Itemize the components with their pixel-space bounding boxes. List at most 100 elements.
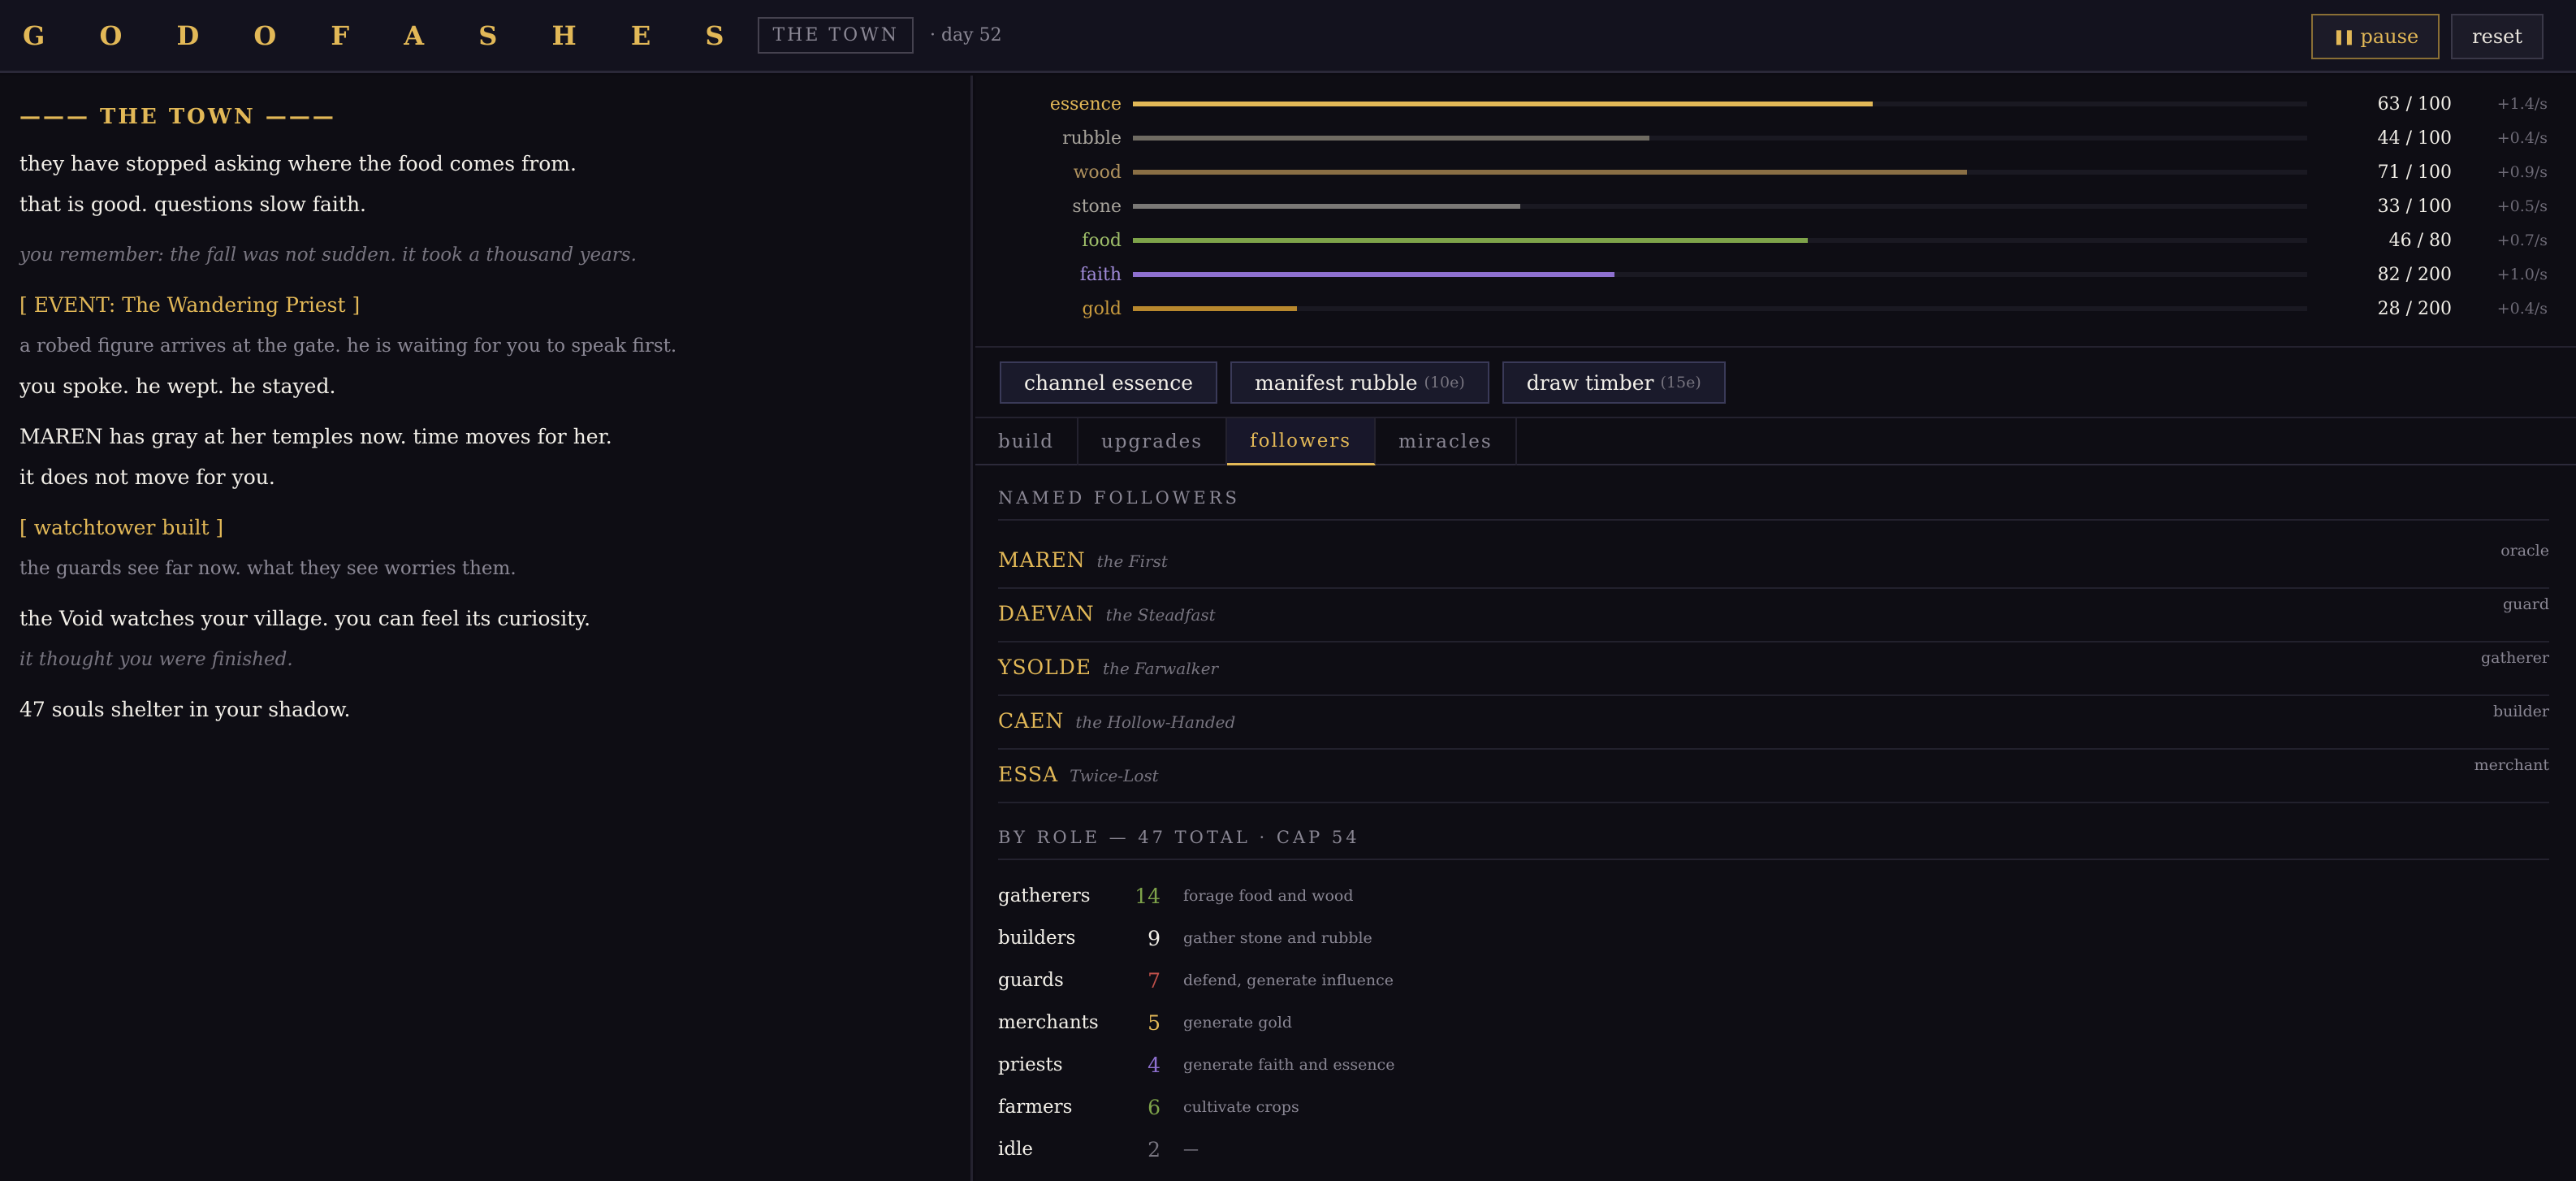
follower-row[interactable]: YSOLDE the Farwalker gatherer bbox=[998, 642, 2549, 696]
follower-epithet: the Farwalker bbox=[1103, 659, 1219, 678]
follower-role: merchant bbox=[2474, 756, 2549, 774]
role-row: idle 2 — bbox=[998, 1128, 2549, 1170]
day-counter: · day 52 bbox=[929, 25, 1002, 45]
pause-button[interactable]: ❚❚ pause bbox=[2311, 14, 2440, 59]
resource-rate: +0.9/s bbox=[2496, 163, 2548, 181]
role-name: builders bbox=[998, 928, 1076, 949]
management-panel: essence 63 / 100 +1.4/s rubble 44 / 100 … bbox=[975, 76, 2576, 1181]
tab-upgrades[interactable]: upgrades bbox=[1078, 418, 1228, 465]
log-line: it thought you were finished. bbox=[19, 649, 293, 670]
role-row: builders 9 gather stone and rubble bbox=[998, 917, 2549, 959]
resource-rate: +1.0/s bbox=[2496, 266, 2548, 283]
follower-role: oracle bbox=[2500, 542, 2549, 560]
resource-bar bbox=[1133, 102, 2307, 106]
action-label: manifest rubble bbox=[1255, 370, 1418, 395]
follower-role: gatherer bbox=[2480, 649, 2549, 667]
role-count: 2 bbox=[1148, 1137, 1160, 1162]
resource-bar-fill bbox=[1133, 272, 1614, 277]
follower-epithet: the First bbox=[1096, 552, 1168, 571]
follower-row[interactable]: CAEN the Hollow-Handed builder bbox=[998, 696, 2549, 750]
resource-rate: +0.5/s bbox=[2496, 197, 2548, 215]
role-count: 6 bbox=[1148, 1095, 1160, 1119]
pause-label: pause bbox=[2360, 25, 2419, 48]
draw-timber-button[interactable]: draw timber (15e) bbox=[1502, 361, 1726, 404]
role-row: priests 4 generate faith and essence bbox=[998, 1044, 2549, 1086]
role-count: 5 bbox=[1148, 1010, 1160, 1035]
tab-miracles[interactable]: miracles bbox=[1376, 418, 1517, 465]
resource-bar-fill bbox=[1133, 306, 1298, 311]
action-label: channel essence bbox=[1024, 370, 1194, 395]
named-followers-heading: NAMED FOLLOWERS bbox=[998, 488, 2549, 521]
role-description: cultivate crops bbox=[1183, 1098, 1299, 1116]
follower-epithet: the Steadfast bbox=[1105, 605, 1216, 625]
follower-row[interactable]: DAEVAN the Steadfast guard bbox=[998, 589, 2549, 642]
action-cost: (10e) bbox=[1424, 374, 1465, 392]
role-name: merchants bbox=[998, 1012, 1099, 1033]
resource-list: essence 63 / 100 +1.4/s rubble 44 / 100 … bbox=[975, 76, 2576, 348]
resource-amount: 63 / 100 bbox=[2377, 93, 2452, 115]
resource-row-essence: essence 63 / 100 +1.4/s bbox=[975, 87, 2576, 121]
resource-name: stone bbox=[1072, 196, 1122, 217]
resource-bar bbox=[1133, 204, 2307, 209]
event-log: ——— THE TOWN ——— they have stopped askin… bbox=[0, 76, 973, 1181]
role-description: gather stone and rubble bbox=[1183, 929, 1372, 947]
role-count: 7 bbox=[1148, 968, 1160, 993]
tab-followers[interactable]: followers bbox=[1227, 418, 1377, 465]
location-badge: THE TOWN bbox=[758, 17, 914, 54]
resource-name: essence bbox=[1049, 93, 1122, 115]
resource-bar bbox=[1133, 272, 2307, 277]
resource-bar-fill bbox=[1133, 136, 1650, 141]
resource-amount: 46 / 80 bbox=[2388, 230, 2452, 251]
follower-epithet: the Hollow-Handed bbox=[1075, 712, 1236, 732]
log-line: [ watchtower built ] bbox=[19, 516, 224, 539]
resource-row-gold: gold 28 / 200 +0.4/s bbox=[975, 292, 2576, 326]
resource-amount: 71 / 100 bbox=[2377, 162, 2452, 183]
resource-bar-fill bbox=[1133, 102, 1873, 106]
role-count: 9 bbox=[1148, 926, 1160, 950]
game-title: G O D O F A S H E S bbox=[23, 19, 747, 51]
resource-rate: +0.4/s bbox=[2496, 129, 2548, 147]
role-description: defend, generate influence bbox=[1183, 971, 1394, 989]
resource-row-rubble: rubble 44 / 100 +0.4/s bbox=[975, 121, 2576, 155]
follower-row[interactable]: MAREN the First oracle bbox=[998, 535, 2549, 589]
log-line: you remember: the fall was not sudden. i… bbox=[19, 244, 637, 266]
role-row: merchants 5 generate gold bbox=[998, 1001, 2549, 1044]
follower-row[interactable]: ESSA Twice-Lost merchant bbox=[998, 750, 2549, 803]
resource-name: rubble bbox=[1062, 128, 1122, 149]
resource-bar bbox=[1133, 136, 2307, 141]
resource-bar bbox=[1133, 306, 2307, 311]
log-line: 47 souls shelter in your shadow. bbox=[19, 698, 351, 721]
resource-name: faith bbox=[1079, 264, 1122, 285]
role-row: gatherers 14 forage food and wood bbox=[998, 875, 2549, 917]
resource-bar bbox=[1133, 238, 2307, 243]
follower-role: builder bbox=[2492, 703, 2549, 720]
resource-bar-fill bbox=[1133, 238, 1809, 243]
reset-button[interactable]: reset bbox=[2451, 14, 2544, 59]
resource-amount: 82 / 200 bbox=[2377, 264, 2452, 285]
role-count: 14 bbox=[1135, 884, 1160, 908]
resource-rate: +0.7/s bbox=[2496, 231, 2548, 249]
log-line: [ EVENT: The Wandering Priest ] bbox=[19, 293, 361, 317]
roles-heading: BY ROLE — 47 TOTAL · CAP 54 bbox=[998, 828, 2549, 860]
role-name: farmers bbox=[998, 1097, 1073, 1118]
role-name: gatherers bbox=[998, 885, 1091, 906]
role-name: idle bbox=[998, 1139, 1034, 1160]
channel-essence-button[interactable]: channel essence bbox=[1000, 361, 1218, 404]
manifest-rubble-button[interactable]: manifest rubble (10e) bbox=[1230, 361, 1489, 404]
resource-rate: +0.4/s bbox=[2496, 300, 2548, 318]
tab-build[interactable]: build bbox=[975, 418, 1078, 465]
role-name: priests bbox=[998, 1054, 1063, 1075]
role-count: 4 bbox=[1148, 1053, 1160, 1077]
resource-bar-fill bbox=[1133, 204, 1521, 209]
resource-name: gold bbox=[1082, 298, 1122, 319]
follower-name: CAEN bbox=[998, 709, 1065, 733]
resource-bar bbox=[1133, 170, 2307, 175]
log-line: that is good. questions slow faith. bbox=[19, 193, 366, 216]
resource-rate: +1.4/s bbox=[2496, 95, 2548, 113]
tab-bar: build upgrades followers miracles bbox=[975, 417, 2576, 465]
role-description: generate gold bbox=[1183, 1014, 1293, 1032]
resource-amount: 44 / 100 bbox=[2377, 128, 2452, 149]
role-name: guards bbox=[998, 970, 1064, 991]
pause-icon: ❚❚ bbox=[2332, 28, 2355, 45]
resource-row-food: food 46 / 80 +0.7/s bbox=[975, 223, 2576, 257]
